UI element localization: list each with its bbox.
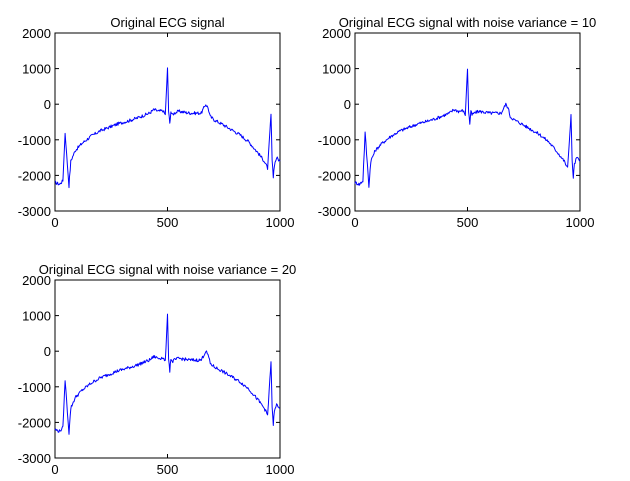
ecg-signal-line — [54, 67, 281, 189]
axes-frame — [54, 279, 281, 459]
y-tick-label: 2000 — [22, 26, 51, 41]
axes-frame — [354, 32, 581, 212]
x-tick-label: 0 — [51, 462, 58, 477]
y-tick-label: -3000 — [18, 204, 51, 219]
x-tick-label: 500 — [157, 462, 179, 477]
y-tick-label: 0 — [44, 344, 51, 359]
y-tick-label: 1000 — [22, 62, 51, 77]
y-tick-label: -1000 — [318, 133, 351, 148]
chart-title: Original ECG signal with noise variance … — [339, 15, 597, 30]
ecg-signal-line — [354, 68, 581, 188]
y-tick-label: 2000 — [22, 273, 51, 288]
x-tick-label: 500 — [157, 215, 179, 230]
x-tick-label: 1000 — [266, 215, 295, 230]
x-tick-label: 1000 — [566, 215, 595, 230]
ecg-panel-3: Original ECG signal with noise variance … — [18, 262, 297, 477]
y-tick-label: -1000 — [18, 133, 51, 148]
y-tick-label: 0 — [44, 97, 51, 112]
y-tick-label: 0 — [344, 97, 351, 112]
chart-title: Original ECG signal — [110, 15, 224, 30]
y-tick-label: -1000 — [18, 380, 51, 395]
y-tick-label: -3000 — [318, 204, 351, 219]
x-tick-label: 1000 — [266, 462, 295, 477]
y-tick-label: -2000 — [18, 168, 51, 183]
y-tick-label: -2000 — [18, 415, 51, 430]
y-tick-label: -2000 — [318, 168, 351, 183]
y-tick-label: 1000 — [22, 309, 51, 324]
ecg-panel-1: Original ECG signal 2000 1000 0 -1000 -2000 -3… — [18, 15, 295, 230]
x-tick-label: 0 — [351, 215, 358, 230]
chart-title: Original ECG signal with noise variance … — [39, 262, 297, 277]
x-tick-label: 500 — [457, 215, 479, 230]
y-tick-label: -3000 — [18, 451, 51, 466]
ecg-signal-line — [54, 313, 280, 435]
y-tick-label: 1000 — [322, 62, 351, 77]
ecg-panel-2: Original ECG signal with noise variance … — [318, 15, 597, 230]
axes-frame — [54, 32, 281, 212]
x-tick-label: 0 — [51, 215, 58, 230]
y-tick-label: 2000 — [322, 26, 351, 41]
